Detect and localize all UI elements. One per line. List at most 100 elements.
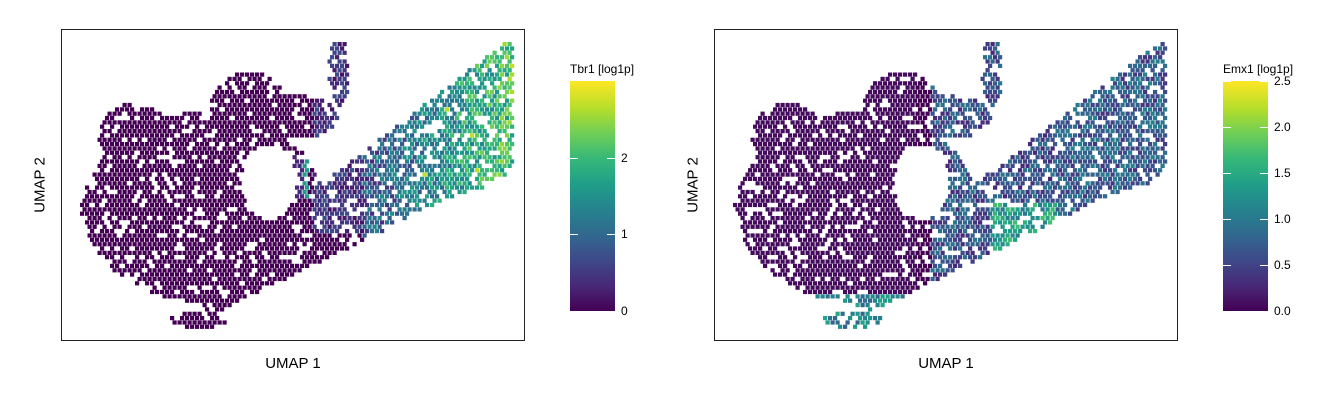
hexbin-cell (900, 120, 905, 125)
hexbin-cell (310, 176, 315, 181)
hexbin-cell (900, 242, 905, 247)
hexbin-cell (277, 268, 282, 273)
hexbin-cell (880, 111, 885, 116)
hexbin-cell (798, 133, 803, 138)
hexbin-cell (840, 216, 845, 221)
hexbin-cell (960, 102, 965, 108)
hexbin-cell (980, 216, 985, 221)
hexbin-cell (185, 255, 190, 260)
hexbin-cell (247, 276, 252, 282)
hexbin-cell (748, 168, 753, 173)
hexbin-cell (152, 137, 157, 142)
hexbin-cell (763, 176, 768, 181)
hexbin-cell (860, 163, 865, 168)
hexbin-cell (988, 176, 993, 181)
hexbin-cell (753, 211, 758, 216)
hexbin-cell (1010, 181, 1015, 186)
hexbin-cell (302, 242, 307, 247)
hexbin-cell (192, 120, 197, 125)
hexbin-cell (352, 189, 357, 195)
hexbin-cell (230, 107, 235, 112)
hexbin-cell (152, 129, 157, 134)
hexbin-cell (1103, 107, 1108, 112)
hexbin-cell (342, 76, 347, 81)
hexbin-cell (853, 142, 858, 147)
hexbin-cell (918, 89, 923, 95)
hexbin-cell (890, 268, 895, 273)
hexbin-cell (157, 250, 162, 255)
hexbin-cell (167, 250, 172, 255)
hexbin-cell (432, 163, 437, 168)
hexbin-cell (830, 137, 835, 142)
hexbin-cell (1130, 155, 1135, 160)
hexbin-cell (1138, 72, 1143, 77)
hexbin-cell (382, 189, 387, 195)
hexbin-cell (342, 172, 347, 177)
hexbin-cell (492, 76, 497, 81)
hexbin-cell (948, 124, 953, 129)
hexbin-cell (357, 155, 362, 160)
hexbin-cell (788, 115, 793, 121)
hexbin-cell (800, 276, 805, 282)
hexbin-cell (888, 185, 893, 190)
hexbin-cell (215, 307, 220, 312)
hexbin-cell (1000, 163, 1005, 168)
hexbin-cell (858, 316, 863, 321)
hexbin-cell (830, 276, 835, 282)
hexbin-cell (335, 46, 340, 51)
hexbin-cell (900, 233, 905, 238)
hexbin-cell (375, 194, 380, 199)
hexbin-cell (895, 285, 900, 290)
hexbin-cell (125, 159, 130, 164)
hexbin-cell (120, 159, 125, 164)
hexbin-cell (1140, 102, 1145, 108)
hexbin-cell (840, 129, 845, 134)
hexbin-cell (185, 168, 190, 173)
hexbin-cell (885, 198, 890, 203)
hexbin-cell (1128, 98, 1133, 103)
hexbin-cell (935, 250, 940, 255)
hexbin-cell (272, 276, 277, 282)
hexbin-cell (297, 207, 302, 212)
hexbin-cell (462, 85, 467, 90)
hexbin-cell (815, 181, 820, 186)
hexbin-cell (923, 81, 928, 86)
hexbin-cell (753, 124, 758, 129)
hexbin-cell (940, 111, 945, 116)
hexbin-cell (225, 263, 230, 268)
hexbin-cell (292, 102, 297, 108)
hexbin-cell (252, 111, 257, 116)
hexbin-cell (505, 98, 510, 103)
hexbin-cell (1055, 181, 1060, 186)
hexbin-cell (815, 224, 820, 229)
hexbin-cell (865, 94, 870, 99)
hexbin-cell (205, 176, 210, 181)
hexbin-cell (983, 211, 988, 216)
hexbin-cell (160, 255, 165, 260)
hexbin-cell (810, 276, 815, 282)
hexbin-cell (265, 81, 270, 86)
hexbin-cell (180, 168, 185, 173)
hexbin-cell (480, 81, 485, 86)
hexbin-cell (177, 250, 182, 255)
hexbin-cell (415, 194, 420, 199)
hexbin-cell (312, 172, 317, 177)
hexbin-cell (205, 263, 210, 268)
hexbin-cell (240, 124, 245, 129)
hexbin-cell (1033, 168, 1038, 173)
hexbin-cell (152, 285, 157, 290)
hexbin-cell (1120, 129, 1125, 134)
hexbin-cell (217, 294, 222, 299)
hexbin-cell (783, 202, 788, 208)
hexbin-cell (155, 211, 160, 216)
hexbin-cell (830, 242, 835, 247)
hexbin-cell (855, 129, 860, 134)
hexbin-cell (1143, 168, 1148, 173)
hexbin-cell (983, 176, 988, 181)
hexbin-cell (950, 233, 955, 238)
hexbin-cell (315, 107, 320, 112)
hexbin-cell (940, 102, 945, 108)
hexbin-cell (487, 120, 492, 125)
hexbin-cell (242, 259, 247, 264)
hexbin-cell (823, 211, 828, 216)
